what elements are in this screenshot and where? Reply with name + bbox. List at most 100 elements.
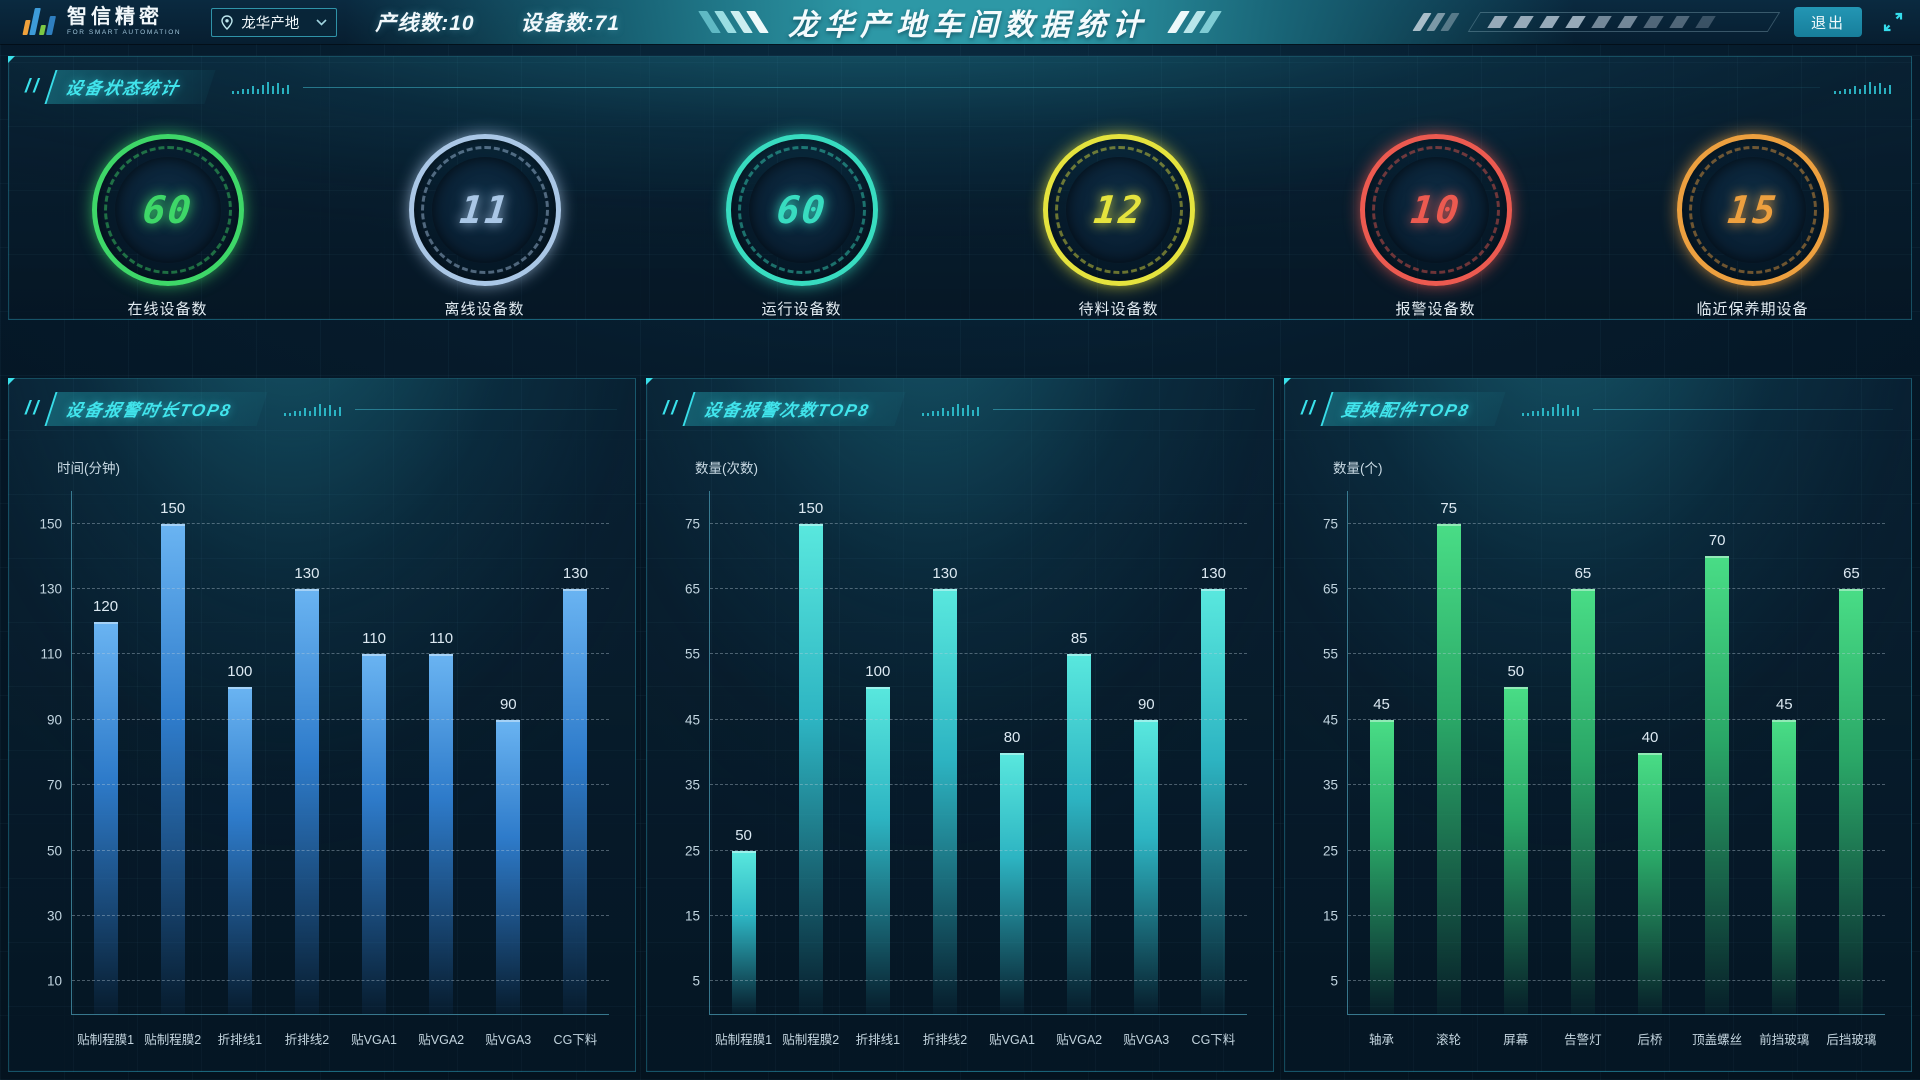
category-label: 贴制程膜2 [144,1033,202,1047]
bar: 80 [1000,729,1025,1014]
y-tick-label: 5 [1330,973,1338,989]
fullscreen-icon[interactable] [1882,11,1904,33]
gridline [1348,588,1885,590]
category-label: 屏幕 [1503,1033,1529,1047]
gauge-core: 60 [748,157,855,263]
bar: 130 [563,565,588,1014]
gauge-ring: 15 [1676,134,1829,286]
bar-slot: 50 屏幕 [1482,491,1549,1047]
bar-slot: 130 CG下料 [1180,491,1247,1047]
gridline [1348,718,1885,720]
y-tick-label: 55 [684,646,700,662]
gauge-ring: 60 [91,134,244,286]
gauge-core: 15 [1699,157,1806,263]
category-label: 贴VGA2 [418,1033,465,1047]
gauge: 15 临近保养期设备 [1633,134,1873,319]
y-tick-label: 110 [40,646,62,662]
bar: 45 [1772,696,1797,1014]
gridline [72,653,609,655]
stat-production-lines: 产线数:10 [375,12,475,35]
category-label: 后桥 [1637,1033,1663,1047]
category-label: 贴VGA1 [351,1033,397,1047]
gridline [710,588,1247,590]
bar-value-label: 65 [1843,565,1860,583]
section-header: // 更换配件TOP8 [1285,379,1911,426]
logo: 智信精密 FOR SMART AUTOMATION [22,7,182,37]
bar: 130 [1201,565,1226,1014]
logo-subtitle: FOR SMART AUTOMATION [67,29,182,37]
bar-value-label: 110 [362,630,387,648]
y-tick-label: 75 [684,516,700,532]
bar-value-label: 150 [160,499,186,517]
gridline [710,718,1247,720]
gauge-ticks [1371,146,1500,274]
section-line [1592,408,1893,410]
plot-area: 120 贴制程膜1 150 贴制程膜2 100 折排线1 130 折排线2 110 贴VGA1 11… [39,491,609,1047]
gauge-value: 12 [1091,188,1146,232]
category-label: 贴VGA2 [1056,1033,1103,1047]
bar: 65 [1839,565,1864,1014]
chart-title: 设备报警时长TOP8 [63,401,234,420]
section-line [354,408,617,410]
location-value: 龙华产地 [241,15,300,32]
location-select[interactable]: 龙华产地 [211,7,338,37]
bar-slot: 40 后桥 [1617,491,1684,1048]
bar-value-label: 130 [932,565,958,583]
y-tick-label: 65 [684,581,700,597]
bar-value-label: 100 [227,663,253,681]
gridline [72,914,609,916]
gauge-ring: 12 [1042,134,1195,286]
gauge-ring: 60 [725,134,878,286]
y-tick-label: 50 [46,843,62,859]
section-prefix: // [25,398,42,419]
y-tick-label: 25 [684,843,700,859]
equalizer-decoration-right [1834,81,1891,94]
bars-area: 120 贴制程膜1 150 贴制程膜2 100 折排线1 130 折排线2 110 贴VGA1 11… [72,491,609,1047]
bar-slot: 110 贴VGA2 [408,491,475,1047]
bar-value-label: 85 [1070,630,1088,648]
y-tick-label: 90 [46,712,62,728]
bar-value-label: 70 [1708,532,1726,550]
bar-value-label: 50 [1507,663,1525,681]
gauge-value: 60 [774,188,829,232]
category-label: 贴制程膜1 [77,1033,135,1047]
chart-title: 设备报警次数TOP8 [701,401,872,420]
exit-button[interactable]: 退出 [1793,7,1862,37]
bar-slot: 75 滚轮 [1415,491,1482,1047]
bar-slot: 150 贴制程膜2 [139,491,206,1047]
y-tick-label: 150 [39,516,62,532]
bar-value-label: 150 [798,499,824,517]
category-label: 折排线1 [217,1033,263,1047]
bar-slot: 85 贴VGA2 [1046,491,1113,1047]
gauge-core: 11 [431,157,538,263]
gridline [710,784,1247,786]
bar-slot: 110 贴VGA1 [341,491,408,1047]
category-label: CG下料 [1191,1033,1236,1047]
decorative-slashes-right [1167,11,1222,33]
gauge: 60 运行设备数 [682,134,922,319]
category-label: CG下料 [553,1033,598,1047]
gauge-ticks [103,146,232,274]
y-tick-label: 15 [1322,908,1338,924]
header-stats: 产线数:10 设备数:71 [375,7,620,37]
decorative-slashes-small [1412,13,1460,31]
y-tick-label: 35 [1322,777,1338,793]
gauge-label: 离线设备数 [444,301,525,318]
gauge-label: 在线设备数 [127,301,208,318]
bars-area: 45 轴承 75 滚轮 50 屏幕 65 告警灯 40 后桥 70 顶盖螺丝 45 前挡玻璃 65 后挡玻璃 [1348,491,1885,1048]
bar-slot: 100 折排线1 [206,491,273,1047]
category-label: 贴制程膜1 [715,1033,773,1047]
bar: 90 [1134,696,1159,1014]
bar-slot: 90 贴VGA3 [1113,491,1180,1047]
decorative-slashes-left [698,11,769,33]
gauge-ring: 11 [408,134,561,286]
y-tick-label: 70 [46,777,62,793]
bar-value-label: 45 [1775,695,1793,713]
status-panel: // 设备状态统计 60 在线设备数 11 离线设备数 60 [8,56,1912,320]
bar: 50 [1503,663,1528,1014]
bar: 70 [1705,532,1730,1014]
gridline [710,980,1247,982]
stat-devices: 设备数:71 [520,12,620,35]
charts-row: // 设备报警时长TOP8 时间(分钟) 120 贴制程膜1 150 贴制程膜2 100… [8,378,1912,1072]
equalizer-decoration [921,403,979,416]
